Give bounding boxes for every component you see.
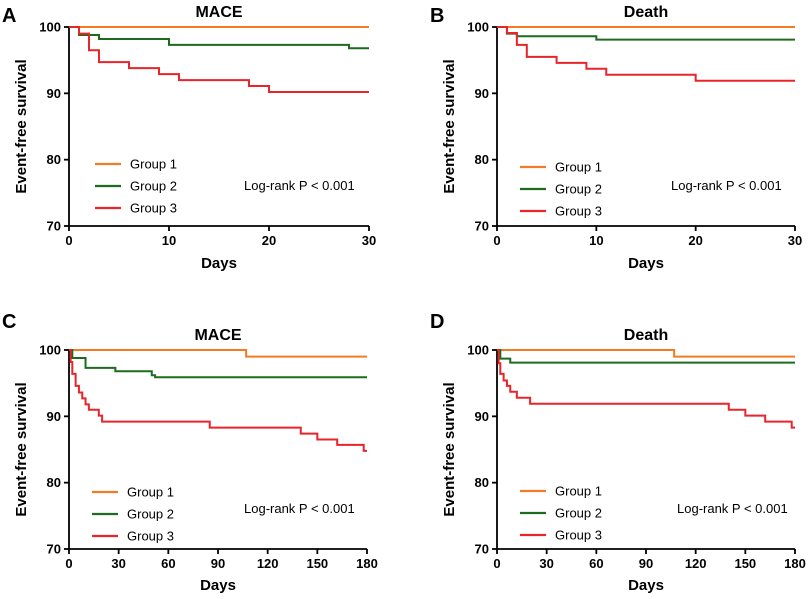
x-tick-label: 20 — [262, 233, 276, 248]
x-axis-label: Days — [201, 255, 237, 272]
y-tick-label: 80 — [47, 152, 61, 167]
y-tick-label: 90 — [47, 86, 61, 101]
x-tick-label: 20 — [688, 233, 702, 248]
panel-title: Death — [624, 327, 668, 344]
log-rank-annotation: Log-rank P < 0.001 — [671, 178, 782, 193]
y-tick-label: 100 — [39, 343, 61, 358]
x-axis-label: Days — [628, 255, 664, 272]
panel-title: MACE — [195, 4, 242, 21]
chart: 70 80 90 100 0 30 60 90 120 150 180 Event-free surv… — [13, 343, 378, 595]
y-tick-label: 100 — [39, 20, 61, 35]
x-tick-label: 150 — [306, 556, 328, 571]
panel-letter: B — [430, 5, 444, 27]
x-tick-label: 120 — [685, 556, 707, 571]
legend-label: Group 2 — [555, 506, 602, 521]
x-tick-label: 60 — [589, 556, 603, 571]
x-tick-label: 180 — [784, 556, 806, 571]
series-line — [69, 26, 369, 94]
panel-d: D Death 70 80 90 100 0 30 60 90 120 150 180 Event-f… — [430, 311, 806, 594]
x-tick-label: 0 — [65, 233, 72, 248]
y-tick-label: 70 — [475, 542, 489, 557]
x-tick-label: 30 — [362, 233, 376, 248]
series-line — [69, 349, 367, 358]
x-tick-label: 180 — [356, 556, 378, 571]
y-tick-label: 90 — [47, 409, 61, 424]
x-tick-label: 0 — [493, 233, 500, 248]
log-rank-annotation: Log-rank P < 0.001 — [244, 178, 355, 193]
panel-b: B Death 70 80 90 100 0 10 20 30 Event-free survi… — [430, 4, 802, 272]
chart: 70 80 90 100 0 10 20 30 Event-free survival Days G… — [441, 20, 802, 273]
legend-label: Group 1 — [130, 157, 177, 172]
x-tick-label: 10 — [162, 233, 176, 248]
panel-letter: C — [2, 311, 16, 333]
x-tick-label: 60 — [161, 556, 175, 571]
legend-label: Group 3 — [555, 204, 602, 219]
legend-label: Group 3 — [555, 528, 602, 543]
series-line — [497, 349, 795, 358]
y-axis-label: Event-free survival — [441, 59, 458, 193]
series-line — [497, 26, 795, 82]
series-line — [69, 349, 367, 379]
legend-label: Group 2 — [130, 179, 177, 194]
legend-label: Group 1 — [555, 160, 602, 175]
x-axis-label: Days — [628, 577, 664, 594]
x-tick-label: 10 — [589, 233, 603, 248]
x-tick-label: 0 — [65, 556, 72, 571]
legend-label: Group 1 — [555, 484, 602, 499]
y-tick-label: 100 — [467, 20, 489, 35]
panel-letter: D — [430, 311, 444, 333]
series-line — [69, 26, 369, 50]
panel-letter: A — [2, 5, 16, 27]
legend-label: Group 3 — [130, 201, 177, 216]
y-tick-label: 90 — [475, 86, 489, 101]
y-axis-label: Event-free survival — [13, 382, 30, 516]
chart: 70 80 90 100 0 30 60 90 120 150 180 Event-free surv… — [441, 343, 806, 595]
series-line — [497, 349, 795, 429]
x-axis-label: Days — [200, 577, 236, 594]
log-rank-annotation: Log-rank P < 0.001 — [677, 501, 788, 516]
x-tick-label: 30 — [539, 556, 553, 571]
panel-c: C MACE 70 80 90 100 0 30 60 90 120 150 180 Event-fr… — [2, 311, 378, 594]
log-rank-annotation: Log-rank P < 0.001 — [244, 501, 355, 516]
y-tick-label: 70 — [475, 219, 489, 234]
x-tick-label: 150 — [734, 556, 756, 571]
y-tick-label: 80 — [47, 475, 61, 490]
x-tick-label: 30 — [111, 556, 125, 571]
y-tick-label: 80 — [475, 475, 489, 490]
y-tick-label: 100 — [467, 343, 489, 358]
panel-a: A MACE 70 80 90 100 0 10 20 30 Event-free surviv… — [2, 4, 376, 272]
series-line — [69, 349, 367, 452]
series-line — [497, 349, 795, 364]
y-tick-label: 90 — [475, 409, 489, 424]
y-axis-label: Event-free survival — [13, 59, 30, 193]
x-tick-label: 90 — [639, 556, 653, 571]
panel-title: Death — [624, 4, 668, 21]
y-tick-label: 80 — [475, 152, 489, 167]
y-axis-label: Event-free survival — [441, 382, 458, 516]
x-tick-label: 30 — [788, 233, 802, 248]
x-tick-label: 90 — [211, 556, 225, 571]
chart: 70 80 90 100 0 10 20 30 Event-free survival Days G… — [13, 20, 376, 273]
legend-label: Group 2 — [127, 507, 174, 522]
legend-label: Group 2 — [555, 182, 602, 197]
legend-label: Group 1 — [127, 485, 174, 500]
series-line — [497, 26, 795, 41]
y-tick-label: 70 — [47, 219, 61, 234]
y-tick-label: 70 — [47, 542, 61, 557]
legend-label: Group 3 — [127, 529, 174, 544]
x-tick-label: 0 — [493, 556, 500, 571]
panel-title: MACE — [194, 327, 241, 344]
x-tick-label: 120 — [257, 556, 279, 571]
